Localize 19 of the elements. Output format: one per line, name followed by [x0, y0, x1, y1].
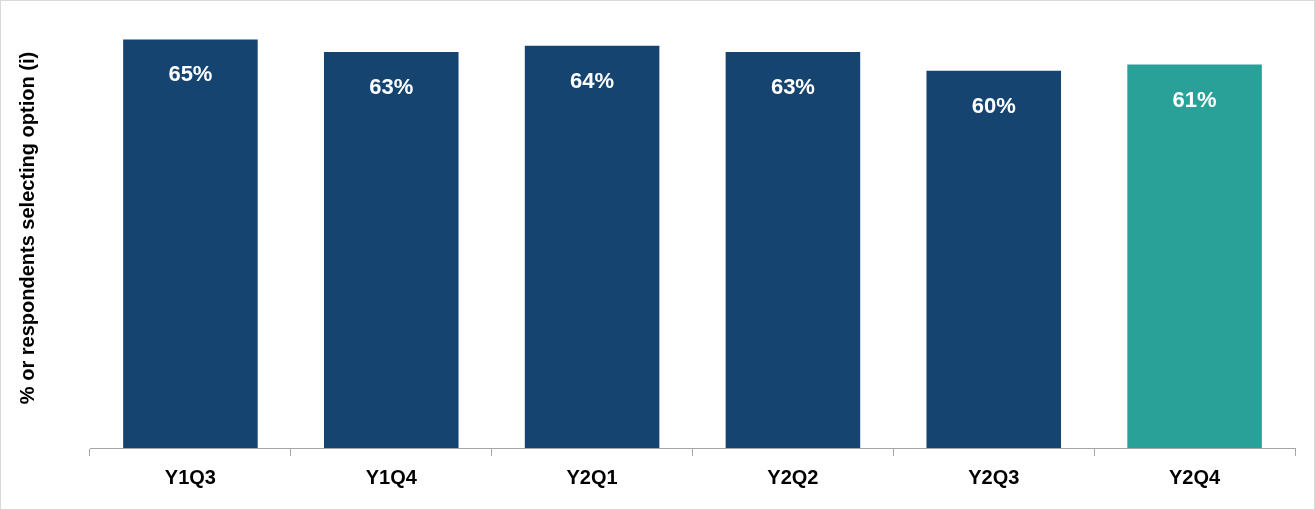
bar: [323, 52, 459, 448]
data-label: 63%: [770, 74, 815, 100]
x-tick-label: Y1Q4: [365, 465, 418, 488]
data-label: 61%: [1172, 86, 1217, 112]
x-tick-label: Y1Q3: [164, 465, 216, 488]
bar: [123, 39, 258, 448]
data-label: 60%: [971, 92, 1016, 118]
data-label: 64%: [570, 67, 615, 93]
y-axis-title: % or respondents selecting option (i): [15, 51, 38, 405]
bar: [725, 52, 861, 448]
data-label: 65%: [168, 61, 213, 87]
bar: [524, 45, 660, 448]
x-tick-label: Y2Q2: [767, 465, 819, 488]
bar: [926, 70, 1062, 448]
data-label: 63%: [369, 74, 414, 100]
x-tick-label: Y2Q4: [1169, 465, 1222, 488]
x-tick-label: Y2Q3: [968, 465, 1020, 488]
bar: [1127, 64, 1262, 448]
x-tick-label: Y2Q1: [566, 465, 618, 488]
